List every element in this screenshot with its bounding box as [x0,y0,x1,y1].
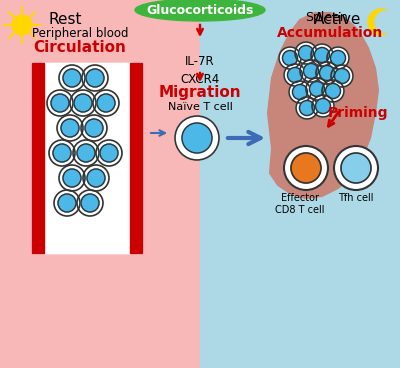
Ellipse shape [135,0,265,21]
Circle shape [327,47,349,69]
Circle shape [296,97,318,119]
Circle shape [93,90,119,116]
Circle shape [54,190,80,216]
Circle shape [86,69,104,87]
Circle shape [279,47,301,69]
Circle shape [96,140,122,166]
Circle shape [49,140,75,166]
Circle shape [334,68,350,84]
Circle shape [58,194,76,212]
Bar [0,0,200,368]
Circle shape [310,81,324,96]
Text: IL-7R
CXCR4: IL-7R CXCR4 [180,55,220,86]
Text: Accumulation: Accumulation [277,26,383,40]
Text: Priming: Priming [328,106,388,120]
Wedge shape [368,9,388,35]
Circle shape [77,190,103,216]
Circle shape [47,90,73,116]
Bar [130,63,142,253]
Circle shape [57,115,83,141]
Circle shape [74,94,92,112]
Text: Rest: Rest [48,13,82,28]
Text: Glucocorticoids: Glucocorticoids [146,4,254,17]
Bar [44,63,130,253]
Circle shape [100,144,118,162]
Text: Circulation: Circulation [34,40,126,56]
Circle shape [311,44,333,66]
Circle shape [284,64,306,86]
Text: Active: Active [314,13,362,28]
Text: Peripheral blood: Peripheral blood [32,26,128,39]
Circle shape [300,100,314,116]
Circle shape [316,99,330,113]
Bar [32,63,142,253]
Circle shape [63,169,81,187]
Circle shape [289,81,311,103]
Text: Effector
CD8 T cell: Effector CD8 T cell [275,193,325,215]
Circle shape [322,80,344,102]
Circle shape [63,69,81,87]
Circle shape [300,60,322,82]
Circle shape [334,146,378,190]
Circle shape [73,140,99,166]
Circle shape [295,42,317,64]
Circle shape [12,15,32,35]
Circle shape [182,123,212,153]
Text: Migration: Migration [159,85,241,99]
Circle shape [82,65,108,91]
Circle shape [51,94,69,112]
Circle shape [331,65,353,87]
Circle shape [306,78,328,100]
Circle shape [61,119,79,137]
Circle shape [326,84,340,99]
Bar [32,63,44,253]
Circle shape [59,65,85,91]
Circle shape [97,94,115,112]
Circle shape [282,50,298,66]
Text: Spleen: Spleen [305,11,347,25]
Circle shape [292,85,308,99]
Polygon shape [268,13,378,198]
Circle shape [320,66,334,81]
Circle shape [81,194,99,212]
Text: Naïve T cell: Naïve T cell [168,102,232,112]
Circle shape [341,153,371,183]
Circle shape [83,165,109,191]
Circle shape [81,115,107,141]
Wedge shape [375,11,392,33]
Circle shape [316,62,338,84]
Circle shape [330,50,346,66]
Circle shape [312,95,334,117]
Circle shape [85,119,103,137]
Circle shape [59,165,85,191]
Circle shape [284,146,328,190]
Circle shape [87,169,105,187]
Circle shape [53,144,71,162]
Circle shape [291,153,321,183]
Bar [200,0,400,368]
Circle shape [70,90,96,116]
Circle shape [175,116,219,160]
Circle shape [304,64,318,78]
Circle shape [298,46,314,60]
Circle shape [77,144,95,162]
Circle shape [288,67,302,82]
Circle shape [314,47,330,63]
Text: Tfh cell: Tfh cell [338,193,374,203]
